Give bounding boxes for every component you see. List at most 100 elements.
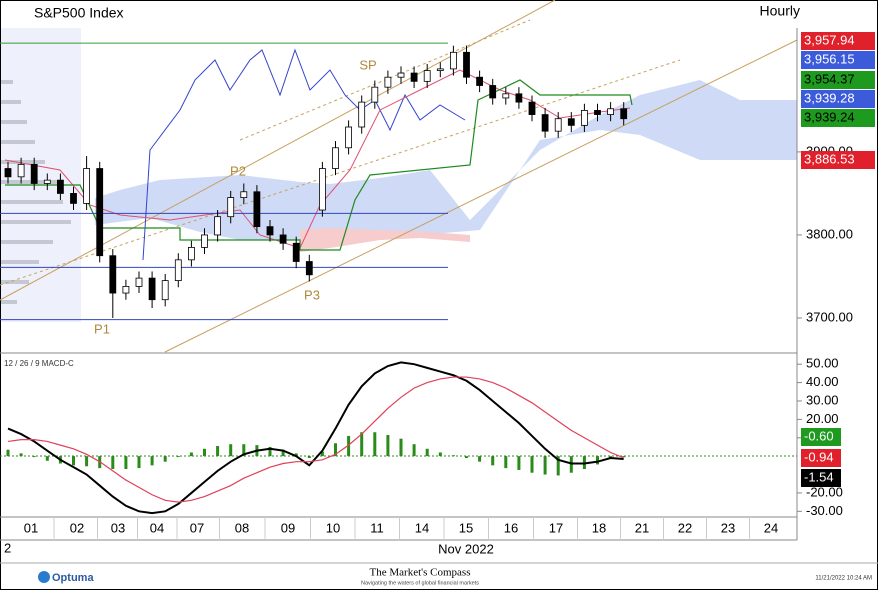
x-tick-label: 02: [70, 520, 84, 535]
price-tag: [801, 32, 875, 50]
candle-body: [83, 168, 90, 204]
brand: The Market's Compass: [370, 567, 471, 579]
candle-body: [240, 191, 248, 198]
histogram-bar: [6, 449, 10, 457]
timestamp: 11/21/2022 10:24 AM: [815, 576, 872, 582]
annotation: P1: [94, 321, 110, 336]
candle-body: [279, 234, 287, 244]
price-tag-label: 3,957.94: [804, 32, 855, 47]
candle-body: [607, 108, 614, 115]
candle-body: [214, 216, 222, 236]
price-tag-label: 3,886.53: [804, 151, 855, 166]
x-tick-label: 04: [150, 520, 164, 535]
candle-body: [57, 179, 64, 194]
histogram-bar: [124, 456, 128, 470]
histogram-bar: [347, 435, 351, 457]
candle-body: [423, 70, 431, 82]
histogram-bar: [203, 448, 206, 457]
histogram-bar: [281, 449, 285, 457]
candle-body: [135, 277, 143, 287]
candle-body: [318, 168, 326, 211]
lagging-line: [142, 48, 466, 261]
value-tag: [801, 469, 841, 487]
candle-body: [161, 280, 169, 301]
cloud: [95, 80, 797, 240]
candle-body: [397, 72, 405, 78]
histogram-bar: [425, 448, 429, 457]
x-tick-label: 08: [235, 520, 249, 535]
candle-body: [174, 259, 182, 282]
volume-profile: [1, 80, 71, 304]
macd-title: 12 / 26 / 9 MACD-C: [4, 359, 74, 368]
annotation: SP: [359, 57, 376, 72]
histogram-bar: [189, 452, 193, 457]
x-tick-label: 09: [281, 520, 295, 535]
value-tag-label: -0.60: [804, 428, 834, 443]
tagline: Navigating the waters of global financia…: [361, 580, 479, 586]
x-tick-label: 10: [326, 520, 340, 535]
histogram-bar: [517, 456, 521, 470]
candle-body: [410, 72, 418, 82]
histogram-bar: [451, 455, 455, 457]
y-tick-label: 30.00: [806, 392, 839, 407]
chart-title: S&P500 Index: [34, 5, 124, 21]
x-tick-label: 22: [678, 520, 692, 535]
histogram-bar: [373, 432, 377, 457]
y-tick-label: 40.00: [806, 374, 839, 389]
candle-body: [476, 76, 484, 86]
histogram-bar: [150, 456, 154, 466]
x-label-left: 2: [4, 540, 11, 555]
price-tag: [801, 151, 875, 169]
y-tick-label: 3800.00: [806, 226, 853, 241]
histogram-bar: [320, 451, 324, 457]
candle-body: [371, 86, 379, 103]
price-tag: [801, 109, 875, 127]
candle-body: [502, 93, 510, 99]
candle-body: [148, 277, 156, 301]
histogram-bar: [399, 438, 403, 457]
logo: Optuma: [52, 572, 94, 584]
histogram-bar: [242, 444, 246, 457]
candle-body: [187, 246, 195, 261]
y-tick-label: 20.00: [806, 411, 839, 426]
cloud-red: [300, 228, 470, 252]
y-tick-label: -30.00: [806, 503, 843, 518]
x-tick-label: 24: [764, 520, 778, 535]
candle-body: [384, 76, 392, 88]
histogram-bar: [294, 453, 298, 457]
candle-body: [109, 255, 117, 294]
candle-body: [43, 179, 51, 184]
x-tick-label: 17: [549, 520, 563, 535]
candle-body: [541, 114, 549, 132]
histogram-bar: [556, 456, 560, 476]
x-tick-label: 07: [190, 520, 204, 535]
profile-zone: [1, 28, 81, 322]
candle-body: [96, 168, 104, 257]
price-tag-label: 3,954.37: [804, 71, 855, 86]
candle-body: [358, 101, 366, 128]
histogram-bar: [229, 444, 233, 457]
x-tick-label: 23: [721, 520, 735, 535]
x-tick-label: 01: [24, 520, 38, 535]
candle-body: [70, 193, 77, 204]
histogram-bar: [504, 456, 508, 469]
histogram-bar: [596, 456, 599, 465]
histogram-bar: [543, 456, 547, 475]
histogram-bar: [268, 446, 272, 457]
histogram-bar: [478, 456, 482, 462]
candle-body: [620, 108, 628, 120]
candle-body: [449, 51, 457, 70]
candle-body: [515, 93, 523, 103]
candle-body: [332, 147, 339, 169]
candle-body: [436, 68, 444, 71]
histogram-bar: [45, 456, 49, 461]
logo-icon: [38, 571, 50, 583]
x-tick-label: 21: [635, 520, 649, 535]
histogram-bar: [85, 456, 89, 467]
candle-body: [554, 118, 562, 132]
candle-body: [30, 163, 38, 184]
x-title: Nov 2022: [438, 541, 494, 556]
value-tag-label: -0.94: [804, 449, 834, 464]
